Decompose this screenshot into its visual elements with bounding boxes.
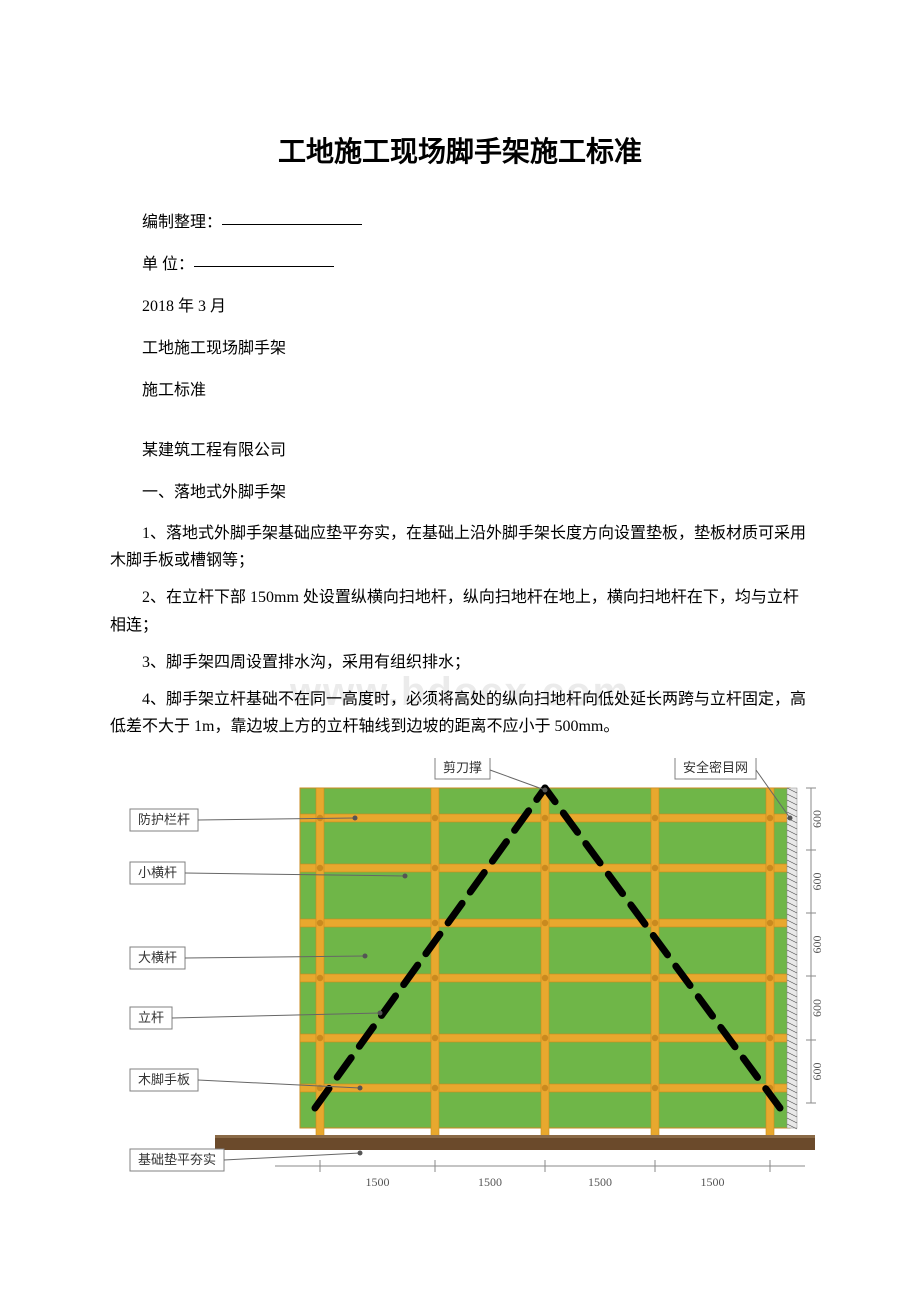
paragraph-3: 3、脚手架四周设置排水沟，采用有组织排水； bbox=[110, 649, 810, 676]
svg-text:剪刀撑: 剪刀撑 bbox=[443, 760, 482, 775]
svg-text:600: 600 bbox=[810, 873, 824, 891]
svg-text:1500: 1500 bbox=[366, 1175, 390, 1189]
subheader-1: 工地施工现场脚手架 bbox=[110, 334, 810, 358]
svg-text:600: 600 bbox=[810, 936, 824, 954]
svg-text:大横杆: 大横杆 bbox=[138, 950, 177, 965]
svg-text:1500: 1500 bbox=[701, 1175, 725, 1189]
page-title: 工地施工现场脚手架施工标准 bbox=[110, 130, 810, 170]
unit-label: 单 位： bbox=[142, 256, 194, 273]
svg-text:600: 600 bbox=[810, 999, 824, 1017]
compiled-by-label: 编制整理： bbox=[142, 214, 222, 231]
svg-text:安全密目网: 安全密目网 bbox=[683, 760, 748, 775]
compiled-blank bbox=[222, 224, 362, 225]
paragraph-2: 2、在立杆下部 150mm 处设置纵横向扫地杆，纵向扫地杆在地上，横向扫地杆在下… bbox=[110, 584, 810, 638]
paragraph-4: 4、脚手架立杆基础不在同一高度时，必须将高处的纵向扫地杆向低处延长两跨与立杆固定… bbox=[110, 686, 810, 740]
svg-text:小横杆: 小横杆 bbox=[138, 865, 177, 880]
subheader-2: 施工标准 bbox=[110, 376, 810, 400]
scaffold-diagram: 防护栏杆小横杆大横杆立杆木脚手板基础垫平夯实 剪刀撑 安全密目网 600 600 600 6… bbox=[105, 758, 825, 1203]
svg-text:1500: 1500 bbox=[588, 1175, 612, 1189]
unit-blank bbox=[194, 266, 334, 267]
unit-line: 单 位： bbox=[110, 250, 810, 274]
date-line: 2018 年 3 月 bbox=[110, 292, 810, 316]
svg-text:木脚手板: 木脚手板 bbox=[138, 1072, 190, 1087]
svg-text:防护栏杆: 防护栏杆 bbox=[138, 812, 190, 827]
svg-text:基础垫平夯实: 基础垫平夯实 bbox=[138, 1152, 216, 1167]
paragraph-1: 1、落地式外脚手架基础应垫平夯实，在基础上沿外脚手架长度方向设置垫板，垫板材质可… bbox=[110, 520, 810, 574]
section-heading: 一、落地式外脚手架 bbox=[110, 478, 810, 502]
company-line: 某建筑工程有限公司 bbox=[110, 436, 810, 460]
svg-text:1500: 1500 bbox=[478, 1175, 502, 1189]
svg-text:600: 600 bbox=[810, 1063, 824, 1081]
svg-text:立杆: 立杆 bbox=[138, 1010, 164, 1025]
svg-text:600: 600 bbox=[810, 810, 824, 828]
compiled-by-line: 编制整理： bbox=[110, 208, 810, 232]
